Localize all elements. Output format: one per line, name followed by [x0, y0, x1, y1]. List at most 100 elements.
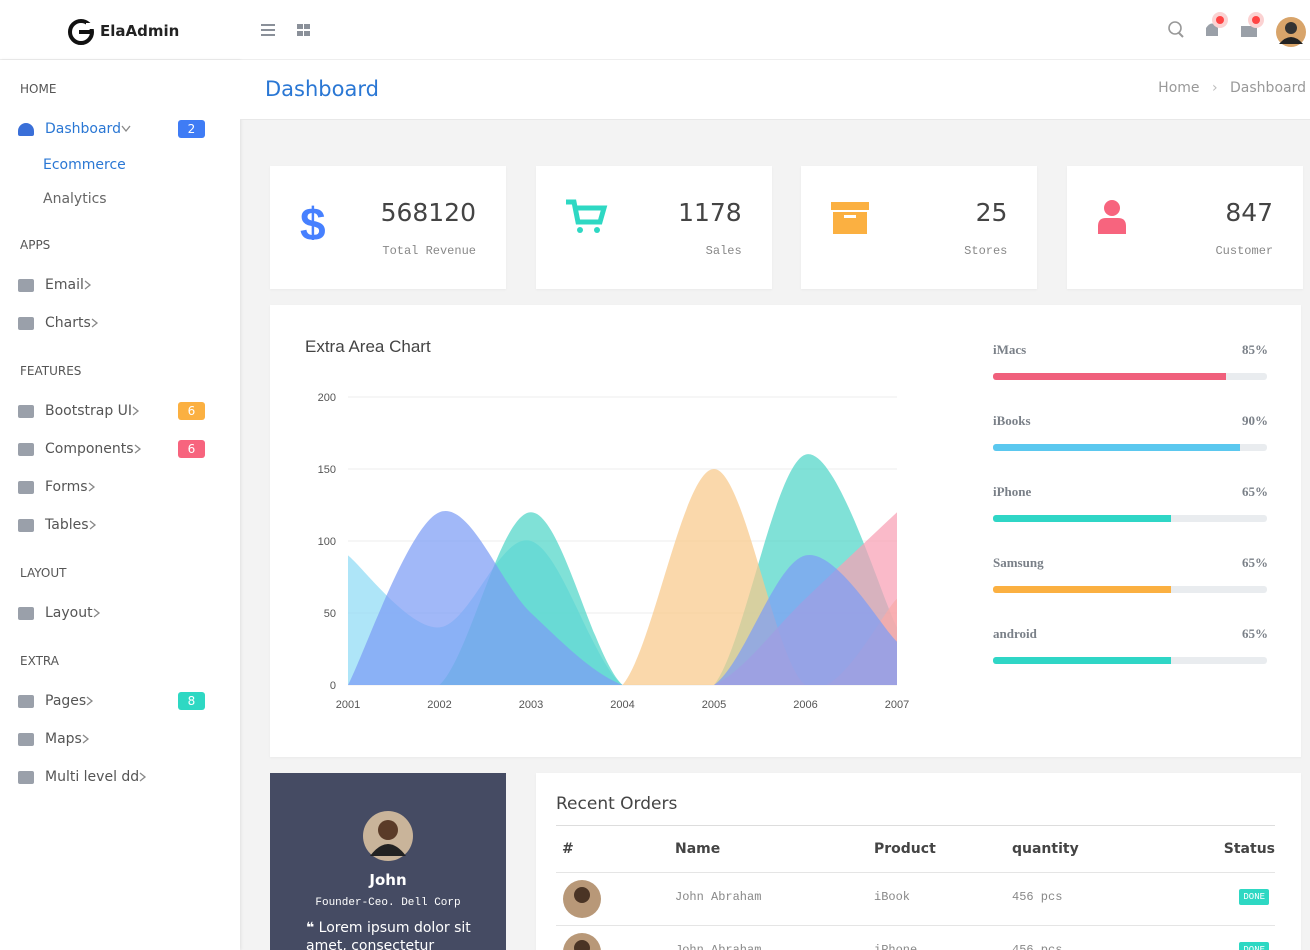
- stat-icon: [1098, 200, 1127, 234]
- y-tick-label: 150: [318, 464, 336, 476]
- nav-section-title: HOME: [20, 82, 57, 96]
- circle-shape: [1168, 21, 1182, 35]
- nav-item[interactable]: Dashboard 2: [0, 110, 240, 148]
- cell-quantity: 456 pcs: [1012, 890, 1063, 904]
- cell-product: iBook: [874, 890, 911, 904]
- rect-shape: [79, 30, 91, 34]
- progress-bar: [993, 444, 1240, 451]
- stat-value: 568120: [380, 198, 476, 227]
- nav-section-title: LAYOUT: [20, 566, 67, 580]
- nav-icon: [18, 606, 34, 620]
- column-header: Product: [874, 841, 936, 857]
- profile-quote: ❝ Lorem ipsum dolor sit amet, consectetu…: [306, 919, 486, 950]
- nav-label: Tables: [45, 517, 89, 533]
- nav-item[interactable]: Components 6: [0, 430, 240, 468]
- row-avatar: [563, 933, 601, 950]
- progress-name: iBooks: [993, 413, 1031, 428]
- header-actions[interactable]: [1160, 8, 1310, 52]
- cell-quantity: 456 pcs: [1012, 943, 1063, 950]
- circle-shape: [1252, 16, 1260, 24]
- box-handle: [844, 215, 857, 218]
- status-badge: DONE: [1239, 889, 1269, 905]
- chevron-line: [86, 696, 94, 706]
- stat-label: Sales: [705, 244, 742, 258]
- progress-track: [993, 373, 1267, 380]
- stat-icon: [831, 202, 870, 234]
- progress-track: [993, 444, 1267, 451]
- nav-item[interactable]: Charts: [0, 304, 240, 342]
- nav-label: Multi level dd: [45, 769, 140, 785]
- column-header: quantity: [1012, 841, 1079, 857]
- breadcrumb-link[interactable]: Home: [1158, 80, 1200, 96]
- path-shape: [370, 844, 406, 856]
- table-header: # Name Product quantity Status: [556, 825, 1275, 873]
- profile-avatar: [363, 811, 413, 861]
- cell-product: iPhone: [874, 943, 918, 950]
- nav-subitem[interactable]: Ecommerce: [43, 157, 126, 173]
- x-tick-label: 2004: [610, 699, 634, 711]
- nav-item[interactable]: Email: [0, 266, 240, 304]
- toolbar-icons[interactable]: [260, 22, 320, 38]
- nav-icon: [18, 278, 34, 292]
- chart-title: Extra Area Chart: [305, 337, 431, 356]
- nav-item[interactable]: Layout: [0, 594, 240, 632]
- nav-item[interactable]: Forms: [0, 468, 240, 506]
- chevron: [86, 696, 94, 706]
- nav-badge: 2: [178, 120, 205, 138]
- stat-icon: [565, 199, 608, 233]
- progress-name: iPhone: [993, 484, 1032, 499]
- brand[interactable]: ElaAdmin: [100, 22, 180, 40]
- chevron: [93, 608, 100, 618]
- chevron: [134, 444, 141, 454]
- nav-label: Dashboard: [45, 121, 121, 137]
- nav-icon: [18, 404, 34, 418]
- area: [348, 511, 897, 685]
- nav-label: Layout: [45, 605, 93, 621]
- chevron-line: [89, 520, 96, 530]
- nav-item[interactable]: Bootstrap UI 6: [0, 392, 240, 430]
- rect-shape: [1241, 26, 1257, 37]
- nav-badge: 8: [178, 692, 205, 710]
- nav-icon: [18, 480, 34, 494]
- nav-badge: 6: [178, 440, 205, 458]
- table-row: John Abraham iPhone 456 pcs DONE: [556, 926, 1275, 950]
- nav-label: Maps: [45, 731, 82, 747]
- progress-label: 90%: [1242, 413, 1268, 428]
- path-shape: [1206, 23, 1218, 36]
- page-title: Dashboard: [265, 77, 379, 101]
- progress-bar: [993, 515, 1172, 522]
- x-tick-label: 2002: [427, 699, 451, 711]
- circle-shape: [1285, 22, 1297, 34]
- rect-shape: [304, 24, 310, 29]
- nav-label: Bootstrap UI: [45, 403, 133, 419]
- nav-label: Components: [45, 441, 134, 457]
- stat-icon-box-body: [833, 212, 868, 234]
- rect-shape: [86, 23, 94, 29]
- x-tick-label: 2003: [519, 699, 543, 711]
- nav-item[interactable]: Multi level dd: [0, 758, 240, 796]
- nav-item[interactable]: Maps: [0, 720, 240, 758]
- nav-label: Charts: [45, 315, 91, 331]
- nav-item[interactable]: Pages 8: [0, 682, 240, 720]
- stat-value: 847: [1225, 198, 1274, 227]
- stat-card: 25 Stores: [801, 166, 1038, 289]
- nav-subitem[interactable]: Analytics: [43, 191, 107, 207]
- progress-bar: [993, 657, 1172, 664]
- rect-shape: [297, 24, 303, 29]
- stat-value: 25: [975, 198, 1008, 227]
- cart-wheel: [593, 227, 600, 233]
- x-tick-label: 2007: [885, 699, 909, 711]
- nav-icon: [18, 122, 34, 136]
- y-tick-label: 0: [330, 680, 336, 692]
- chevron-line: [132, 406, 140, 416]
- stat-value: 1178: [678, 198, 742, 227]
- chevron-line: [139, 772, 147, 782]
- chevron: [82, 734, 89, 744]
- column-header: Status: [1223, 841, 1275, 857]
- breadcrumb-separator: ›: [1211, 80, 1218, 96]
- breadcrumb: Home › Dashboard: [1158, 80, 1306, 96]
- nav-item[interactable]: Tables: [0, 506, 240, 544]
- chevron-line: [91, 318, 98, 328]
- chevron: [91, 318, 98, 328]
